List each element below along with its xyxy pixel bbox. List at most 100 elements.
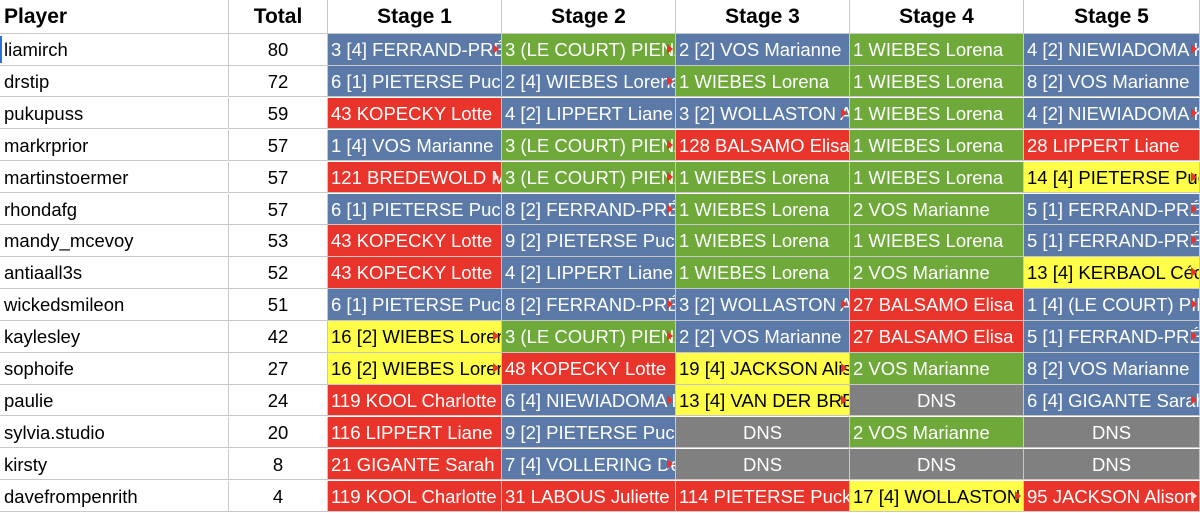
header-stage-5[interactable]: Stage 5 xyxy=(1024,0,1200,34)
stage-4-cell[interactable]: 2 VOS Marianne xyxy=(850,193,1024,225)
stage-1-cell[interactable]: 116 LIPPERT Liane xyxy=(328,416,502,449)
stage-5-cell[interactable]: 8 [2] VOS Marianne xyxy=(1024,65,1200,98)
stage-4-cell[interactable]: 1 WIEBES Lorena xyxy=(850,129,1024,162)
stage-2-cell[interactable]: 48 KOPECKY Lotte xyxy=(502,353,676,385)
stage-1-cell[interactable]: 119 KOOL Charlotte xyxy=(328,480,502,513)
total-cell[interactable]: 80 xyxy=(229,34,328,66)
total-cell[interactable]: 59 xyxy=(229,97,328,130)
stage-3-cell[interactable]: 114 PIETERSE Puck xyxy=(676,480,850,513)
stage-2-cell[interactable]: 3 (LE COURT) PIENAAR Kim xyxy=(502,321,676,353)
stage-1-cell[interactable]: 6 [1] PIETERSE Puck xyxy=(328,65,502,98)
stage-5-cell[interactable]: 6 [4] GIGANTE Sarah xyxy=(1024,384,1200,417)
stage-4-cell[interactable]: 27 BALSAMO Elisa xyxy=(850,321,1024,353)
stage-3-cell[interactable]: 13 [4] VAN DER BREGGEN Anna xyxy=(676,384,850,417)
stage-2-cell[interactable]: 3 (LE COURT) PIENAAR Kim xyxy=(502,34,676,66)
stage-5-cell[interactable]: 5 [1] FERRAND-PRÉVOT Pauline xyxy=(1024,321,1200,353)
stage-5-cell[interactable]: 95 JACKSON Alison xyxy=(1024,480,1200,513)
stage-2-cell[interactable]: 6 [4] NIEWIADOMA Katarzyna xyxy=(502,384,676,417)
stage-1-cell[interactable]: 16 [2] WIEBES Lorena xyxy=(328,321,502,353)
stage-5-cell[interactable]: 4 [2] NIEWIADOMA Katarzyna xyxy=(1024,97,1200,130)
stage-4-cell[interactable]: 1 WIEBES Lorena xyxy=(850,34,1024,66)
player-cell[interactable]: martinstoermer xyxy=(0,161,229,194)
stage-4-cell[interactable]: 1 WIEBES Lorena xyxy=(850,65,1024,98)
player-cell[interactable]: mandy_mcevoy xyxy=(0,225,229,257)
total-cell[interactable]: 8 xyxy=(229,448,328,481)
player-cell[interactable]: antiaall3s xyxy=(0,257,229,289)
stage-3-cell[interactable]: 2 [2] VOS Marianne xyxy=(676,34,850,66)
stage-5-cell[interactable]: 5 [1] FERRAND-PRÉVOT Pauline xyxy=(1024,225,1200,257)
stage-1-cell[interactable]: 3 [4] FERRAND-PRÉVOT Pauline xyxy=(328,34,502,66)
player-cell[interactable]: markrprior xyxy=(0,129,229,162)
stage-4-cell[interactable]: DNS xyxy=(850,384,1024,417)
player-cell[interactable]: kirsty xyxy=(0,448,229,481)
stage-3-cell[interactable]: 1 WIEBES Lorena xyxy=(676,65,850,98)
stage-2-cell[interactable]: 3 (LE COURT) PIENAAR Kim xyxy=(502,129,676,162)
header-stage-3[interactable]: Stage 3 xyxy=(676,0,850,34)
header-stage-4[interactable]: Stage 4 xyxy=(850,0,1024,34)
stage-4-cell[interactable]: 2 VOS Marianne xyxy=(850,416,1024,449)
player-cell[interactable]: davefrompenrith xyxy=(0,480,229,513)
stage-1-cell[interactable]: 16 [2] WIEBES Lorena xyxy=(328,353,502,385)
stage-1-cell[interactable]: 121 BREDEWOLD Mischa xyxy=(328,161,502,194)
stage-5-cell[interactable]: 28 LIPPERT Liane xyxy=(1024,129,1200,162)
stage-5-cell[interactable]: 1 [4] (LE COURT) PIENAAR Kim xyxy=(1024,289,1200,321)
player-cell[interactable]: sophoife xyxy=(0,353,229,385)
stage-1-cell[interactable]: 6 [1] PIETERSE Puck xyxy=(328,193,502,225)
stage-1-cell[interactable]: 43 KOPECKY Lotte xyxy=(328,257,502,289)
stage-1-cell[interactable]: 43 KOPECKY Lotte xyxy=(328,225,502,257)
total-cell[interactable]: 57 xyxy=(229,193,328,225)
stage-5-cell[interactable]: 4 [2] NIEWIADOMA Katarzyna xyxy=(1024,34,1200,66)
player-cell[interactable]: drstip xyxy=(0,65,229,98)
stage-5-cell[interactable]: DNS xyxy=(1024,448,1200,481)
player-cell[interactable]: paulie xyxy=(0,384,229,417)
stage-2-cell[interactable]: 2 [4] WIEBES Lorena xyxy=(502,65,676,98)
stage-5-cell[interactable]: 13 [4] KERBAOL Cédrine xyxy=(1024,257,1200,289)
stage-5-cell[interactable]: 5 [1] FERRAND-PRÉVOT Pauline xyxy=(1024,193,1200,225)
stage-4-cell[interactable]: 27 BALSAMO Elisa xyxy=(850,289,1024,321)
stage-3-cell[interactable]: 3 [2] WOLLASTON Ally xyxy=(676,97,850,130)
total-cell[interactable]: 53 xyxy=(229,225,328,257)
stage-5-cell[interactable]: DNS xyxy=(1024,416,1200,449)
header-stage-1[interactable]: Stage 1 xyxy=(328,0,502,34)
stage-4-cell[interactable]: 1 WIEBES Lorena xyxy=(850,97,1024,130)
header-total[interactable]: Total xyxy=(229,0,328,34)
stage-3-cell[interactable]: 1 WIEBES Lorena xyxy=(676,161,850,194)
stage-4-cell[interactable]: 17 [4] WOLLASTON Ally xyxy=(850,480,1024,513)
stage-1-cell[interactable]: 119 KOOL Charlotte xyxy=(328,384,502,417)
stage-3-cell[interactable]: 1 WIEBES Lorena xyxy=(676,193,850,225)
stage-3-cell[interactable]: 1 WIEBES Lorena xyxy=(676,225,850,257)
player-cell[interactable]: kaylesley xyxy=(0,321,229,353)
stage-2-cell[interactable]: 3 (LE COURT) PIENAAR Kim xyxy=(502,161,676,194)
total-cell[interactable]: 57 xyxy=(229,129,328,162)
total-cell[interactable]: 20 xyxy=(229,416,328,449)
player-cell[interactable]: wickedsmileon xyxy=(0,289,229,321)
total-cell[interactable]: 51 xyxy=(229,289,328,321)
player-cell[interactable]: pukupuss xyxy=(0,97,229,130)
stage-2-cell[interactable]: 31 LABOUS Juliette xyxy=(502,480,676,513)
stage-5-cell[interactable]: 14 [4] PIETERSE Puck xyxy=(1024,161,1200,194)
stage-2-cell[interactable]: 9 [2] PIETERSE Puck xyxy=(502,225,676,257)
stage-4-cell[interactable]: 1 WIEBES Lorena xyxy=(850,225,1024,257)
stage-1-cell[interactable]: 6 [1] PIETERSE Puck xyxy=(328,289,502,321)
player-cell[interactable]: rhondafg xyxy=(0,193,229,225)
stage-4-cell[interactable]: 2 VOS Marianne xyxy=(850,257,1024,289)
stage-1-cell[interactable]: 43 KOPECKY Lotte xyxy=(328,97,502,130)
total-cell[interactable]: 52 xyxy=(229,257,328,289)
stage-2-cell[interactable]: 7 [4] VOLLERING Demi xyxy=(502,448,676,481)
header-stage-2[interactable]: Stage 2 xyxy=(502,0,676,34)
stage-1-cell[interactable]: 21 GIGANTE Sarah xyxy=(328,448,502,481)
total-cell[interactable]: 4 xyxy=(229,480,328,513)
stage-5-cell[interactable]: 8 [2] VOS Marianne xyxy=(1024,353,1200,385)
stage-2-cell[interactable]: 8 [2] FERRAND-PRÉVOT Pauline xyxy=(502,289,676,321)
total-cell[interactable]: 72 xyxy=(229,65,328,98)
stage-4-cell[interactable]: 2 VOS Marianne xyxy=(850,353,1024,385)
stage-3-cell[interactable]: 1 WIEBES Lorena xyxy=(676,257,850,289)
stage-4-cell[interactable]: DNS xyxy=(850,448,1024,481)
stage-1-cell[interactable]: 1 [4] VOS Marianne xyxy=(328,129,502,162)
stage-3-cell[interactable]: 2 [2] VOS Marianne xyxy=(676,321,850,353)
player-cell[interactable]: liamirch xyxy=(0,34,229,66)
stage-3-cell[interactable]: 128 BALSAMO Elisa xyxy=(676,129,850,162)
player-cell[interactable]: sylvia.studio xyxy=(0,416,229,449)
stage-2-cell[interactable]: 9 [2] PIETERSE Puck xyxy=(502,416,676,449)
stage-3-cell[interactable]: DNS xyxy=(676,416,850,449)
